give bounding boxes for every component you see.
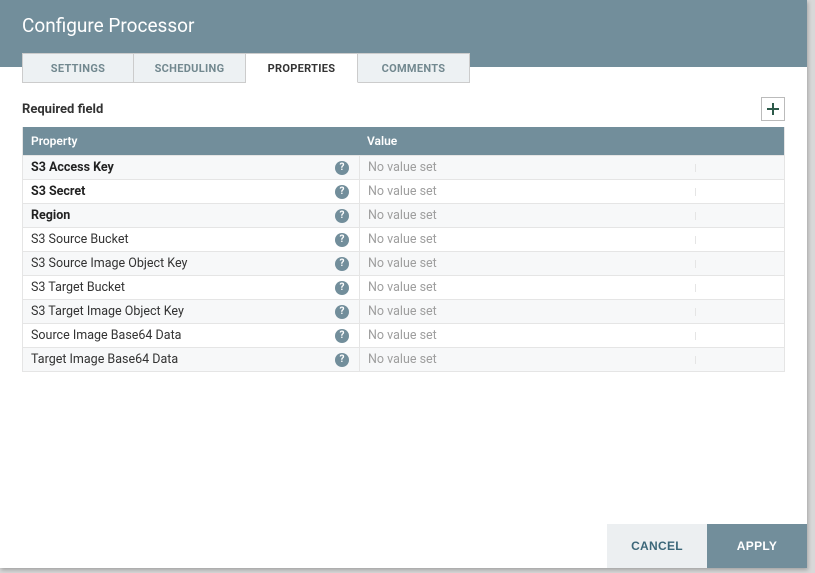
dialog-body: SETTINGS SCHEDULING PROPERTIES COMMENTS Req…	[0, 53, 807, 524]
help-icon[interactable]: ?	[335, 257, 349, 271]
property-cell: S3 Source Bucket?	[23, 228, 359, 251]
property-row[interactable]: S3 Access Key? No value set	[23, 155, 784, 179]
help-icon[interactable]: ?	[335, 353, 349, 367]
property-name: S3 Access Key	[31, 160, 114, 175]
help-icon[interactable]: ?	[335, 233, 349, 247]
tab-scheduling[interactable]: SCHEDULING	[134, 53, 246, 83]
property-row[interactable]: S3 Target Bucket? No value set	[23, 275, 784, 299]
add-property-button[interactable]	[761, 97, 785, 121]
tab-properties[interactable]: PROPERTIES	[246, 53, 358, 83]
required-row: Required field	[22, 97, 785, 121]
property-name: Region	[31, 208, 70, 223]
value-text: No value set	[368, 208, 437, 223]
help-icon[interactable]: ?	[335, 281, 349, 295]
col-header-actions	[695, 127, 783, 155]
property-name: S3 Target Image Object Key	[31, 304, 184, 319]
required-field-label: Required field	[22, 102, 103, 117]
value-text: No value set	[368, 352, 437, 367]
tab-label: SCHEDULING	[155, 62, 225, 75]
help-icon[interactable]: ?	[335, 161, 349, 175]
property-cell: Region?	[23, 204, 359, 227]
tab-label: COMMENTS	[382, 62, 446, 75]
property-row[interactable]: S3 Source Bucket? No value set	[23, 227, 784, 251]
plus-icon	[766, 102, 780, 116]
property-cell: S3 Access Key?	[23, 156, 359, 179]
grid-header: Property Value	[23, 127, 784, 155]
tab-bar: SETTINGS SCHEDULING PROPERTIES COMMENTS	[22, 53, 785, 83]
dialog-footer: CANCEL APPLY	[0, 524, 807, 568]
property-name: Target Image Base64 Data	[31, 352, 178, 367]
help-icon[interactable]: ?	[335, 209, 349, 223]
property-cell: S3 Target Bucket?	[23, 276, 359, 299]
value-text: No value set	[368, 232, 437, 247]
property-row[interactable]: Region? No value set	[23, 203, 784, 227]
col-header-value: Value	[359, 127, 695, 155]
action-cell	[695, 260, 783, 268]
help-icon[interactable]: ?	[335, 185, 349, 199]
dialog-title: Configure Processor	[22, 14, 194, 37]
property-name: S3 Target Bucket	[31, 280, 125, 295]
value-cell[interactable]: No value set	[359, 276, 695, 299]
col-header-property: Property	[23, 127, 359, 155]
property-cell: Source Image Base64 Data?	[23, 324, 359, 347]
property-name: S3 Source Image Object Key	[31, 256, 187, 271]
value-cell[interactable]: No value set	[359, 348, 695, 371]
help-icon[interactable]: ?	[335, 305, 349, 319]
value-text: No value set	[368, 256, 437, 271]
value-text: No value set	[368, 280, 437, 295]
property-cell: S3 Target Image Object Key?	[23, 300, 359, 323]
value-cell[interactable]: No value set	[359, 180, 695, 203]
property-name: S3 Secret	[31, 184, 85, 199]
property-row[interactable]: Target Image Base64 Data? No value set	[23, 347, 784, 371]
value-cell[interactable]: No value set	[359, 228, 695, 251]
action-cell	[695, 284, 783, 292]
value-text: No value set	[368, 304, 437, 319]
property-row[interactable]: S3 Target Image Object Key? No value set	[23, 299, 784, 323]
action-cell	[695, 332, 783, 340]
value-cell[interactable]: No value set	[359, 300, 695, 323]
property-row[interactable]: S3 Secret? No value set	[23, 179, 784, 203]
configure-processor-dialog: Configure Processor SETTINGS SCHEDULING PR…	[0, 0, 807, 568]
value-text: No value set	[368, 184, 437, 199]
property-row[interactable]: Source Image Base64 Data? No value set	[23, 323, 784, 347]
properties-grid: Property Value S3 Access Key? No value se…	[22, 127, 785, 372]
property-cell: S3 Source Image Object Key?	[23, 252, 359, 275]
value-text: No value set	[368, 160, 437, 175]
tab-settings[interactable]: SETTINGS	[22, 53, 134, 83]
property-name: Source Image Base64 Data	[31, 328, 181, 343]
action-cell	[695, 308, 783, 316]
value-cell[interactable]: No value set	[359, 324, 695, 347]
action-cell	[695, 212, 783, 220]
property-cell: S3 Secret?	[23, 180, 359, 203]
property-name: S3 Source Bucket	[31, 232, 129, 247]
tab-label: SETTINGS	[51, 62, 105, 75]
property-row[interactable]: S3 Source Image Object Key? No value set	[23, 251, 784, 275]
property-cell: Target Image Base64 Data?	[23, 348, 359, 371]
help-icon[interactable]: ?	[335, 329, 349, 343]
action-cell	[695, 356, 783, 364]
value-cell[interactable]: No value set	[359, 252, 695, 275]
grid-body: S3 Access Key? No value set S3 Secret? No v…	[23, 155, 784, 371]
tab-label: PROPERTIES	[268, 62, 336, 75]
action-cell	[695, 236, 783, 244]
tab-comments[interactable]: COMMENTS	[358, 53, 470, 83]
value-text: No value set	[368, 328, 437, 343]
apply-button[interactable]: APPLY	[707, 524, 807, 568]
cancel-button[interactable]: CANCEL	[607, 524, 707, 568]
action-cell	[695, 188, 783, 196]
value-cell[interactable]: No value set	[359, 156, 695, 179]
value-cell[interactable]: No value set	[359, 204, 695, 227]
action-cell	[695, 164, 783, 172]
